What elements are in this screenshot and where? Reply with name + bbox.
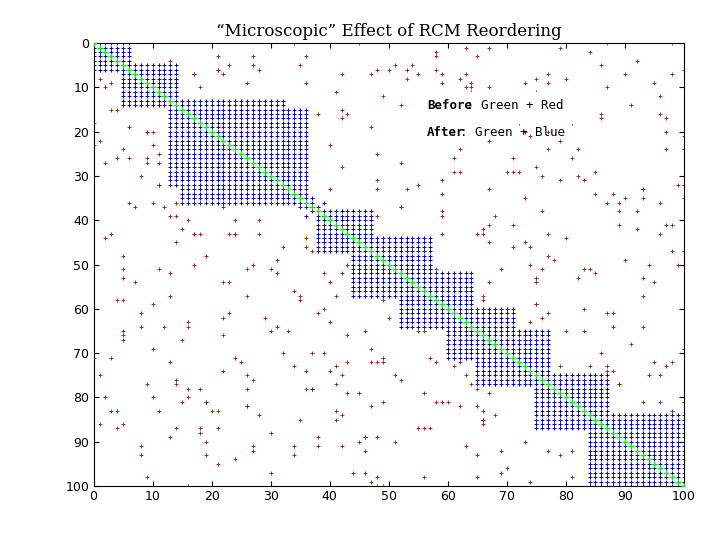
Text: Before: Green + Red
After:   Green + Blue: Before: Green + Red After: Green + Blue (421, 94, 579, 122)
Text: : Green + Blue: : Green + Blue (459, 126, 564, 139)
Text: Before: Before (427, 99, 472, 112)
Title: “Microscopic” Effect of RCM Reordering: “Microscopic” Effect of RCM Reordering (216, 23, 562, 40)
Text: : Green + Red: : Green + Red (466, 99, 563, 112)
Text: After: After (427, 126, 464, 139)
